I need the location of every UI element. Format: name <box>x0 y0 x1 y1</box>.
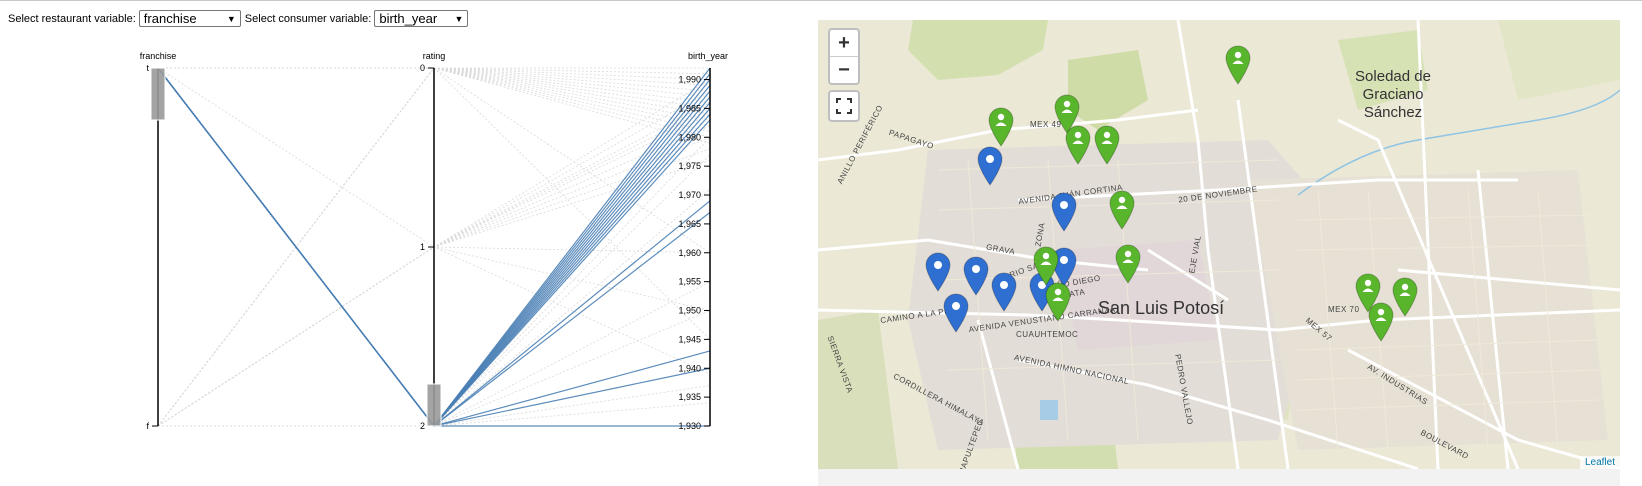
consumer-marker[interactable] <box>1054 94 1080 134</box>
consumer-variable-select[interactable]: birth_year ▼ <box>374 10 469 27</box>
tick-label: 1,960 <box>678 248 701 258</box>
map-tiles <box>818 20 1620 469</box>
restaurant-marker[interactable] <box>963 256 989 296</box>
tick-label: 1,970 <box>678 190 701 200</box>
restaurant-marker[interactable] <box>925 252 951 292</box>
tick-label: t <box>146 63 149 73</box>
map-footer <box>818 469 1620 486</box>
soledad-label-2: Graciano <box>1362 86 1424 103</box>
restaurant-variable-select[interactable]: franchise ▼ <box>138 10 241 27</box>
zoom-in-button[interactable]: + <box>830 30 858 57</box>
street-label: CUAUHTEMOC <box>1016 330 1079 339</box>
tick-label: 1,935 <box>678 392 701 402</box>
consumer-variable-value: birth_year <box>379 11 438 26</box>
consumer-marker[interactable] <box>1368 302 1394 342</box>
street-label: MEX 49 <box>1030 120 1062 129</box>
tick-label: 1,990 <box>678 75 701 85</box>
tick-label: 1,945 <box>678 334 701 344</box>
tick-label: 1,985 <box>678 103 701 113</box>
tick-label: 1,980 <box>678 132 701 142</box>
soledad-label-1: Soledad de <box>1355 68 1431 85</box>
fullscreen-icon <box>836 98 852 114</box>
restaurant-marker[interactable] <box>977 146 1003 186</box>
restaurant-marker[interactable] <box>1051 247 1077 287</box>
restaurant-marker[interactable] <box>943 293 969 333</box>
tick-label: 1 <box>420 242 425 252</box>
consumer-marker[interactable] <box>1045 282 1071 322</box>
soledad-label-3: Sánchez <box>1363 104 1423 121</box>
consumer-marker[interactable] <box>1392 277 1418 317</box>
chevron-down-icon: ▼ <box>226 13 236 24</box>
consumer-marker[interactable] <box>1115 244 1141 284</box>
chevron-down-icon: ▼ <box>454 13 464 24</box>
attribution-link[interactable]: Leaflet <box>1579 456 1620 469</box>
tick-label: 1,930 <box>678 421 701 431</box>
axis-title: rating <box>423 51 446 61</box>
consumer-variable-label: Select consumer variable: <box>244 12 372 25</box>
tick-label: 1,950 <box>678 306 701 316</box>
consumer-marker[interactable] <box>1225 45 1251 85</box>
restaurant-marker[interactable] <box>991 272 1017 312</box>
restaurant-variable-label: Select restaurant variable: <box>8 12 136 25</box>
tick-label: f <box>146 421 149 431</box>
tick-label: 0 <box>420 63 425 73</box>
restaurant-marker[interactable] <box>1051 192 1077 232</box>
variable-controls: Select restaurant variable: franchise ▼ … <box>8 10 472 27</box>
tick-label: 1,975 <box>678 161 701 171</box>
tick-label: 1,955 <box>678 277 701 287</box>
consumer-marker[interactable] <box>1355 273 1381 313</box>
consumer-marker[interactable] <box>1094 125 1120 165</box>
map[interactable]: San Luis Potosí Soledad de Graciano Sánc… <box>818 20 1620 469</box>
street-label: MEX 70 <box>1328 305 1360 314</box>
city-label: San Luis Potosí <box>1098 298 1225 318</box>
rating-brush <box>426 383 442 427</box>
restaurant-variable-value: franchise <box>143 11 197 26</box>
franchise-brush <box>150 67 166 121</box>
consumer-marker[interactable] <box>988 107 1014 147</box>
tick-label: 1,965 <box>678 219 701 229</box>
consumer-marker[interactable] <box>1109 190 1135 230</box>
top-divider <box>0 0 1642 1</box>
tick-label: 1,940 <box>678 363 701 373</box>
zoom-out-button[interactable]: − <box>838 59 850 81</box>
fullscreen-button[interactable] <box>828 90 860 122</box>
tick-label: 2 <box>420 421 425 431</box>
axis-title: birth_year <box>688 51 728 61</box>
consumer-marker[interactable] <box>1065 125 1091 165</box>
consumer-marker[interactable] <box>1033 246 1059 286</box>
zoom-control: + − <box>828 28 860 85</box>
axis-title: franchise <box>140 51 177 61</box>
